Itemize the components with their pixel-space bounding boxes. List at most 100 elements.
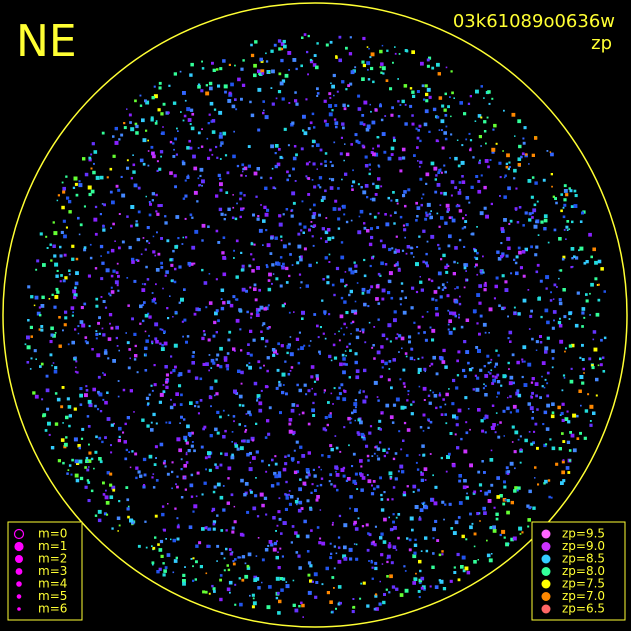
star <box>167 503 169 505</box>
star <box>522 274 526 278</box>
star <box>449 432 453 435</box>
star <box>366 61 371 66</box>
star <box>128 451 131 453</box>
zp-symbol <box>541 529 551 539</box>
star <box>280 532 283 535</box>
star <box>192 557 195 560</box>
star <box>341 178 343 181</box>
star <box>197 85 201 89</box>
star <box>142 485 146 489</box>
star <box>301 317 304 320</box>
star <box>297 244 302 249</box>
star <box>307 34 310 38</box>
star <box>324 189 327 193</box>
star <box>592 411 596 415</box>
star <box>313 185 317 189</box>
star <box>59 245 62 249</box>
star <box>152 154 156 159</box>
star <box>260 176 263 179</box>
star <box>272 186 276 189</box>
star <box>245 413 248 415</box>
star <box>303 383 307 387</box>
star <box>169 258 173 262</box>
star <box>429 365 431 367</box>
star <box>192 579 195 582</box>
star <box>450 194 453 197</box>
star <box>558 324 563 328</box>
star <box>222 508 226 512</box>
star <box>386 498 390 501</box>
star <box>145 195 147 198</box>
star <box>347 104 350 107</box>
star <box>544 479 548 484</box>
star <box>597 298 601 302</box>
star <box>141 283 144 285</box>
star <box>271 102 275 106</box>
star <box>295 337 300 341</box>
star <box>466 485 469 488</box>
star <box>339 314 344 319</box>
star <box>471 232 475 236</box>
star <box>395 262 399 267</box>
star <box>231 530 235 534</box>
star <box>214 463 217 466</box>
star <box>321 583 324 586</box>
star <box>222 301 226 305</box>
star <box>506 236 511 241</box>
star <box>295 440 299 444</box>
star <box>182 573 186 577</box>
star <box>85 341 89 345</box>
star <box>183 114 187 118</box>
direction-label: NE <box>16 16 77 67</box>
star <box>395 235 398 238</box>
star <box>257 360 261 364</box>
star <box>64 316 68 320</box>
star <box>595 377 599 382</box>
star <box>85 385 88 388</box>
star <box>281 577 286 581</box>
star <box>360 186 363 189</box>
star <box>487 165 490 169</box>
star <box>411 50 415 54</box>
star <box>387 378 391 382</box>
star <box>184 179 187 182</box>
star <box>300 346 304 350</box>
star <box>242 59 245 62</box>
star <box>599 363 603 367</box>
star <box>201 67 205 70</box>
star <box>558 269 561 272</box>
star <box>552 298 555 300</box>
star <box>402 492 407 497</box>
star <box>110 444 112 447</box>
star <box>255 307 260 312</box>
star <box>60 405 64 409</box>
star <box>444 365 448 369</box>
star <box>441 500 445 504</box>
star <box>50 259 53 262</box>
star <box>298 331 301 334</box>
star <box>239 532 244 537</box>
star <box>240 174 243 177</box>
star <box>70 473 73 476</box>
star <box>332 403 334 405</box>
star <box>375 184 380 189</box>
star <box>124 422 127 426</box>
star <box>302 129 305 132</box>
star <box>126 498 130 502</box>
star <box>195 401 199 404</box>
star <box>425 549 429 553</box>
star <box>342 397 347 402</box>
star <box>505 162 508 165</box>
star <box>454 288 456 290</box>
star <box>85 456 89 460</box>
star <box>569 431 572 434</box>
star <box>339 601 342 605</box>
star <box>300 147 304 151</box>
star <box>445 270 449 274</box>
star <box>546 403 550 408</box>
star <box>212 68 216 72</box>
star <box>529 406 534 411</box>
star <box>361 292 365 295</box>
star <box>254 298 258 302</box>
star <box>492 128 495 131</box>
